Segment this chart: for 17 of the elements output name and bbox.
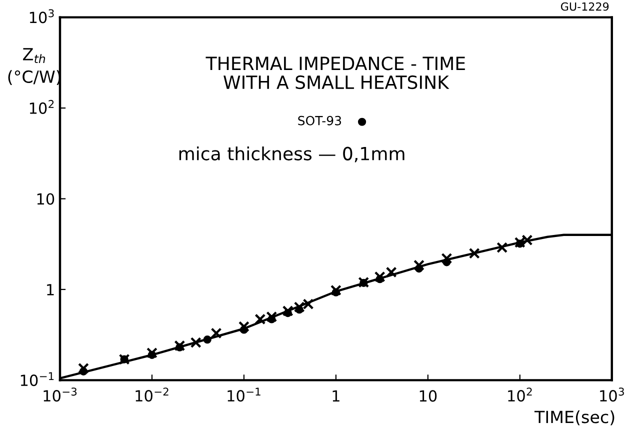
- x-tick-label: 10$^{−1}$: [228, 388, 260, 402]
- annotation: mica thickness — 0,1mm: [179, 146, 404, 162]
- legend-label: SOT-93: [298, 116, 342, 126]
- y-tick-label: 10$^{−1}$: [20, 372, 54, 386]
- x-tick-label: 10$^{3}$: [600, 388, 624, 402]
- text: GU-1229: [560, 2, 609, 11]
- x-tick-label: 10: [420, 390, 437, 402]
- y-tick-label: 10: [37, 193, 54, 205]
- y-tick-label: 1: [47, 284, 54, 296]
- x-tick-label: 10$^{2}$: [508, 388, 532, 402]
- text: THERMAL IMPEDANCE - TIME WITH A SMALL HEATSINK: [206, 56, 465, 90]
- x-axis-title: TIME(sec): [534, 410, 614, 426]
- x-tick-label: 10$^{−3}$: [44, 388, 77, 402]
- x-tick-label: 10$^{−2}$: [136, 388, 168, 402]
- y-tick-label: 10$^{3}$: [30, 9, 54, 24]
- y-tick-label: 10$^{2}$: [30, 100, 54, 114]
- x-tick-label: 1: [332, 390, 340, 402]
